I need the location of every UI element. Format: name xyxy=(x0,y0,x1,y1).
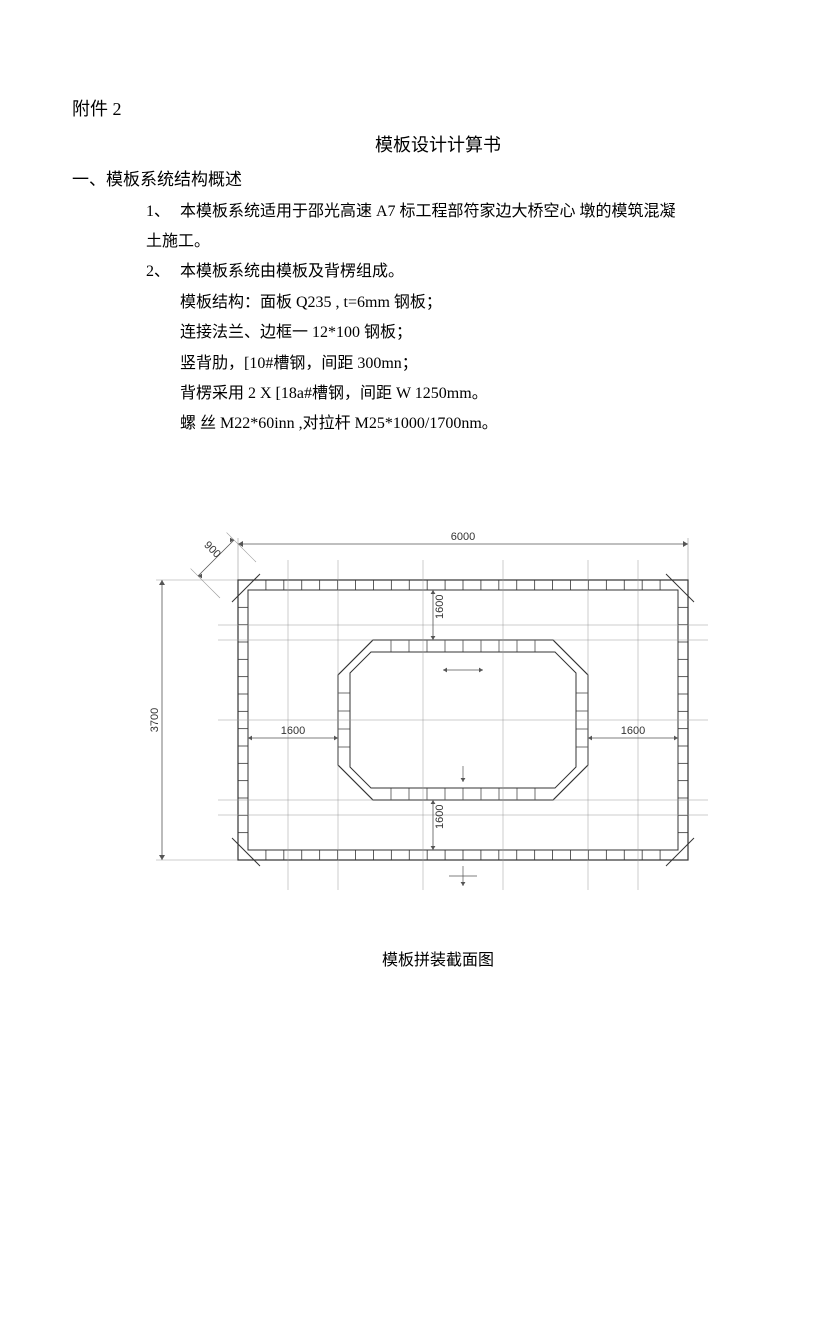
list-item-1: 1、本模板系统适用于邵光高速 A7 标工程部符家边大桥空心 墩的模筑混凝 xyxy=(146,197,744,227)
item-number: 1、 xyxy=(146,197,180,227)
svg-text:900: 900 xyxy=(201,539,222,560)
document-title: 模板设计计算书 xyxy=(72,128,744,162)
sub-line: 竖背肋，[10#槽钢，间距 300mn； xyxy=(146,349,744,379)
body-content: 1、本模板系统适用于邵光高速 A7 标工程部符家边大桥空心 墩的模筑混凝 土施工… xyxy=(72,197,744,440)
sub-line: 模板结构：面板 Q235 , t=6mm 钢板； xyxy=(146,288,744,318)
formwork-diagram: 6000 900 3700 1600 1600 1600 1600 xyxy=(98,510,718,940)
svg-text:1600: 1600 xyxy=(621,725,645,737)
svg-text:3700: 3700 xyxy=(149,708,161,732)
svg-text:1600: 1600 xyxy=(434,594,446,618)
sub-line: 连接法兰、边框一 12*100 钢板； xyxy=(146,318,744,348)
svg-text:1600: 1600 xyxy=(434,804,446,828)
sub-line: 螺 丝 M22*60inn ,对拉杆 M25*1000/1700nm。 xyxy=(146,409,744,439)
list-item-2: 2、本模板系统由模板及背楞组成。 xyxy=(146,257,744,287)
svg-text:6000: 6000 xyxy=(451,531,475,543)
section-heading: 一、模板系统结构概述 xyxy=(72,164,744,196)
diagram-container: 6000 900 3700 1600 1600 1600 1600 模板拼装截面图 xyxy=(72,510,744,976)
sub-line: 背楞采用 2 X [18a#槽钢，间距 W 1250mm。 xyxy=(146,379,744,409)
item-text: 本模板系统由模板及背楞组成。 xyxy=(180,263,404,280)
svg-text:1600: 1600 xyxy=(281,725,305,737)
diagram-caption: 模板拼装截面图 xyxy=(72,946,744,976)
item-number: 2、 xyxy=(146,257,180,287)
appendix-label: 附件 2 xyxy=(72,92,744,126)
item-text: 本模板系统适用于邵光高速 A7 标工程部符家边大桥空心 墩的模筑混凝 xyxy=(180,203,676,220)
item-text-cont: 土施工。 xyxy=(146,227,744,257)
